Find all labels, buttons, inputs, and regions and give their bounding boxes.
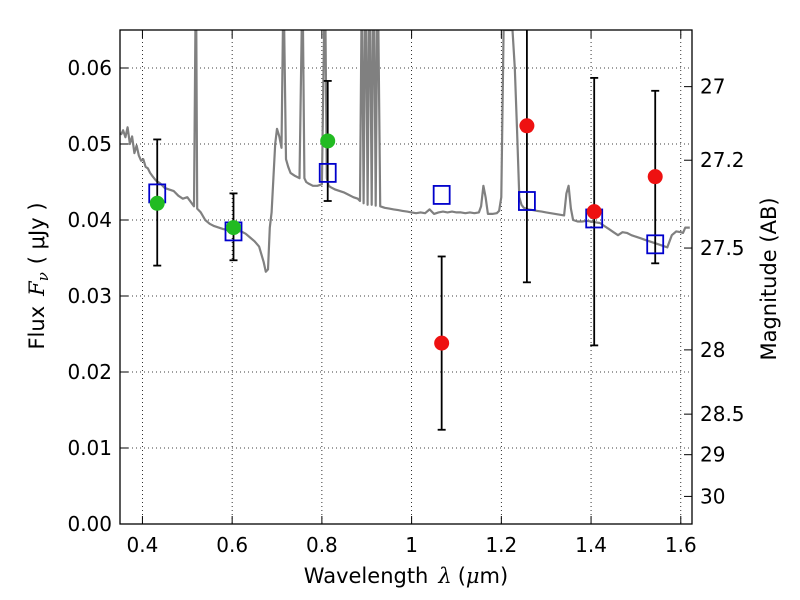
y-tick-label: 0.00 (67, 512, 112, 536)
x-tick-label: 0.4 (127, 533, 159, 557)
plot-frame (119, 29, 693, 525)
model-spectrum-line (120, 30, 690, 273)
x-tick-label: 1.6 (665, 533, 697, 557)
y2-tick-label: 28.5 (700, 402, 745, 426)
red-data-point (647, 169, 663, 185)
y2-tick-label: 27 (700, 75, 725, 99)
x-tick-label: 1.4 (575, 533, 607, 557)
green-data-point (149, 195, 165, 211)
y-tick-label: 0.04 (67, 208, 112, 232)
model-flux-point (318, 162, 337, 183)
red-data-point (586, 204, 602, 220)
y-tick-label: 0.01 (67, 436, 112, 460)
x-tick-label: 0.6 (216, 533, 248, 557)
x-tick-label: 1 (405, 533, 418, 557)
y-tick-label: 0.02 (67, 360, 112, 384)
y2-axis-title: Magnitude (AB) (757, 197, 781, 360)
plot-content (120, 30, 690, 431)
y2-tick-label: 29 (700, 443, 725, 467)
red-data-point (519, 118, 535, 134)
green-data-point (320, 133, 336, 149)
y-axis-title: FluxFν( μJy ) (25, 202, 52, 349)
y2-tick-label: 30 (700, 484, 725, 508)
y-tick-label: 0.05 (67, 132, 112, 156)
model-flux-point (432, 185, 451, 205)
model-flux-point (646, 234, 665, 255)
model-flux-point (518, 191, 536, 211)
grid-lines (120, 30, 692, 525)
y-tick-label: 0.06 (67, 56, 112, 80)
tick-labels: 0.4 0.6 0.8 1 1.2 1.4 1.6 0.00 0.01 0.02 0.03 0.04 0… (67, 56, 744, 557)
x-tick-label: 0.8 (306, 533, 338, 557)
red-data-point (434, 335, 450, 351)
y-tick-label: 0.03 (67, 284, 112, 308)
y2-tick-label: 27.2 (700, 148, 745, 172)
x-tick-label: 1.2 (485, 533, 517, 557)
x-axis-title: Wavelength λ (μm) (304, 564, 508, 588)
green-data-point (226, 220, 242, 236)
tick-marks (120, 30, 692, 525)
y2-tick-label: 28 (700, 338, 725, 362)
y2-tick-label: 27.5 (700, 236, 745, 260)
